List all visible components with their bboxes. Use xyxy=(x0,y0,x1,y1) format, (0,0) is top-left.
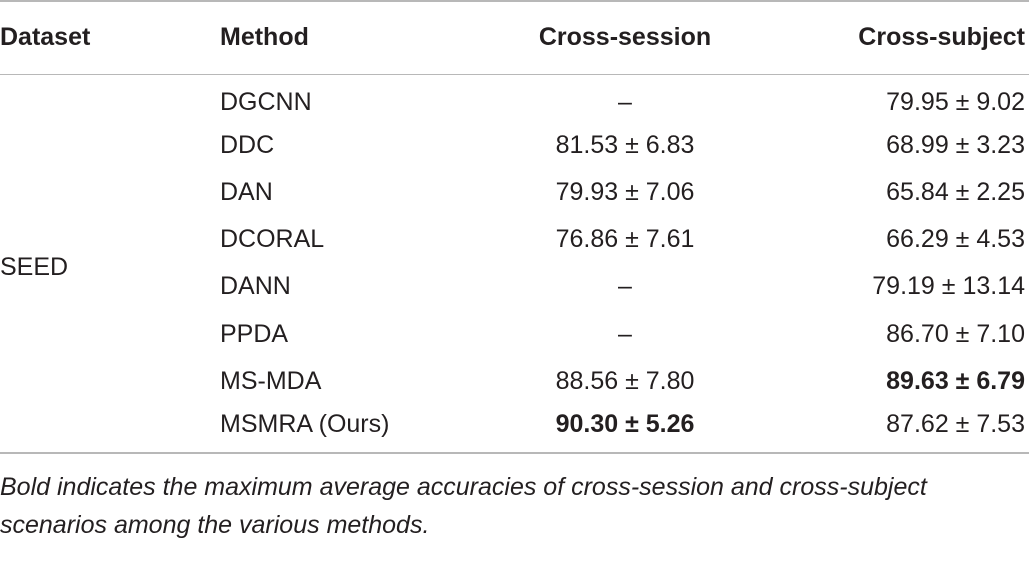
table-bottom-rule xyxy=(0,452,1029,454)
table-row: SEED DGCNN – 79.95 ± 9.02 xyxy=(0,75,1029,281)
method-cell: DGCNN xyxy=(220,87,312,116)
cross-session-cell: – xyxy=(618,87,632,116)
method-cell: DDC xyxy=(220,130,275,159)
cross-session-cell: 76.86 ± 7.61 xyxy=(555,225,695,254)
cross-session-cell: – xyxy=(618,272,632,301)
table-row: DANN – 79.19 ± 13.14 xyxy=(0,263,1029,310)
table-row: PPDA – 86.70 ± 7.10 xyxy=(0,310,1029,357)
method-cell: MS-MDA xyxy=(220,366,322,395)
cross-subject-cell: 66.29 ± 4.53 xyxy=(886,225,1025,254)
cross-session-cell: 81.53 ± 6.83 xyxy=(555,130,695,159)
cross-session-cell: – xyxy=(618,319,632,348)
results-table-container: Dataset Method Cross-session Cross-subje… xyxy=(0,0,1029,539)
cross-subject-cell: 87.62 ± 7.53 xyxy=(886,409,1025,438)
method-cell: DCORAL xyxy=(220,225,325,254)
cross-subject-cell: 86.70 ± 7.10 xyxy=(886,319,1025,348)
table-row: DDC 81.53 ± 6.83 68.99 ± 3.23 xyxy=(0,122,1029,169)
table-row: MSMRA (Ours) 90.30 ± 5.26 87.62 ± 7.53 xyxy=(0,405,1029,452)
dataset-cell: SEED xyxy=(0,253,69,281)
cross-session-cell: 79.93 ± 7.06 xyxy=(555,177,695,206)
header-cross-subject: Cross-subject xyxy=(858,23,1025,52)
table-row: MS-MDA 88.56 ± 7.80 89.63 ± 6.79 xyxy=(0,358,1029,405)
cross-session-cell: 90.30 ± 5.26 xyxy=(555,409,695,438)
method-cell: MSMRA (Ours) xyxy=(220,409,390,438)
header-method: Method xyxy=(220,23,309,52)
table-footnote: Bold indicates the maximum average accur… xyxy=(0,472,927,539)
table-row: DAN 79.93 ± 7.06 65.84 ± 2.25 xyxy=(0,169,1029,216)
cross-subject-cell: 79.95 ± 9.02 xyxy=(886,87,1025,116)
cross-subject-cell: 89.63 ± 6.79 xyxy=(886,366,1025,395)
header-dataset: Dataset xyxy=(0,23,91,52)
table-header-row: Dataset Method Cross-session Cross-subje… xyxy=(0,2,1029,75)
cross-session-cell: 88.56 ± 7.80 xyxy=(555,366,695,395)
cross-subject-cell: 65.84 ± 2.25 xyxy=(886,177,1025,206)
table-top-rule xyxy=(0,0,1029,2)
cross-subject-cell: 79.19 ± 13.14 xyxy=(872,272,1025,301)
method-cell: DANN xyxy=(220,272,291,301)
table-row: DCORAL 76.86 ± 7.61 66.29 ± 4.53 xyxy=(0,216,1029,263)
method-cell: DAN xyxy=(220,177,273,206)
cross-subject-cell: 68.99 ± 3.23 xyxy=(886,130,1025,159)
header-cross-session: Cross-session xyxy=(538,23,712,52)
table-body: SEED DGCNN – 79.95 ± 9.02 DDC 81.53 ± 6.… xyxy=(0,75,1029,453)
results-table: Dataset Method Cross-session Cross-subje… xyxy=(0,2,1029,453)
method-cell: PPDA xyxy=(220,319,289,348)
